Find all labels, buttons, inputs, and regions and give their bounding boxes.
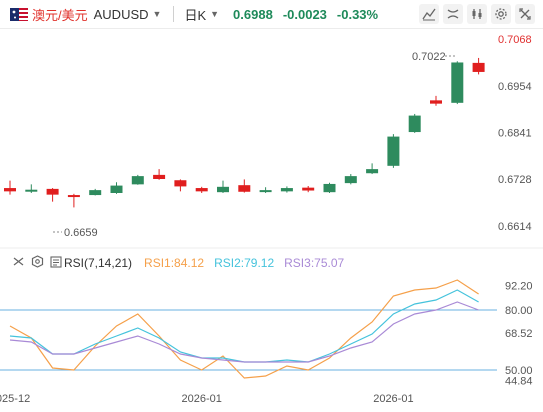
chart-toolbar: 澳元/美元 AUDUSD ▼ 日K ▼ 0.6988 -0.0023 -0.33…: [0, 0, 543, 29]
candle-body: [408, 115, 421, 133]
candle-body: [217, 186, 229, 193]
price-axis-tick: 0.6614: [498, 221, 532, 233]
pair-code[interactable]: AUDUSD: [93, 6, 149, 22]
settings-icon[interactable]: [491, 4, 511, 24]
candle-body: [430, 100, 442, 104]
price-axis-tick: 0.6841: [498, 127, 532, 139]
candlestick-series: [4, 57, 485, 208]
chevron-down-icon[interactable]: ▼: [152, 9, 162, 19]
candle-body: [302, 187, 315, 191]
rsi-axis-tick: 68.52: [505, 328, 533, 340]
rsi-indicator-icon[interactable]: [50, 255, 62, 271]
rsi2-value: RSI2:79.12: [214, 256, 275, 270]
interval-selector[interactable]: 日K: [184, 7, 207, 23]
price-change: -0.0023: [282, 6, 327, 22]
candle-body: [153, 174, 166, 179]
price-change-percent: -0.33%: [336, 6, 379, 22]
rsi-legend: RSI(7,14,21) RSI1:84.12 RSI2:79.12 RSI3:…: [12, 255, 344, 271]
divider: [173, 6, 175, 22]
fullscreen-icon[interactable]: [515, 4, 535, 24]
candle-body: [280, 188, 293, 192]
pair-name[interactable]: 澳元/美元: [32, 7, 88, 23]
candle-body: [25, 189, 38, 192]
candle-body: [451, 62, 464, 103]
rsi-axis-tick: 80.00: [505, 305, 533, 317]
rsi-panel: [0, 279, 497, 379]
rsi-axis-tick: 44.84: [505, 375, 533, 387]
date-axis-tick: 2026-01: [182, 393, 222, 405]
candle-body: [67, 195, 80, 198]
candle-body: [259, 190, 272, 193]
candle-body: [195, 188, 208, 192]
candle-body: [174, 180, 187, 187]
rsi-line-rsi3: [9, 301, 479, 363]
eye-icon[interactable]: [12, 256, 25, 270]
line-chart-icon[interactable]: [419, 4, 439, 24]
rsi1-value: RSI1:84.12: [144, 256, 205, 270]
candle-body: [110, 185, 123, 193]
rsi-line-rsi2: [9, 289, 479, 363]
candle-body: [344, 176, 357, 184]
chevron-down-icon[interactable]: ▼: [210, 9, 220, 19]
y-axis: 0.7068 0.6954 0.6841 0.6728 0.6614 92.20 80.00…: [0, 34, 543, 405]
low-price-label: 0.6659: [64, 227, 98, 239]
rsi-axis-tick: 50.00: [505, 365, 533, 377]
candle-body: [387, 136, 400, 166]
rsi-axis-tick: 92.20: [505, 281, 533, 293]
candle-body: [238, 185, 251, 192]
price-axis-tick: 0.6954: [498, 81, 532, 93]
high-price-label: 0.7022: [412, 51, 446, 63]
drawing-icon[interactable]: [467, 4, 487, 24]
toolbar-icons: [419, 4, 535, 24]
candle-body: [4, 188, 16, 192]
candle-body: [89, 190, 102, 196]
au-us-flag-icon: [10, 7, 28, 21]
rsi-title: RSI(7,14,21): [64, 256, 133, 270]
date-axis-tick: 2026-01: [373, 393, 413, 405]
date-axis-tick: 2025-12: [0, 393, 30, 405]
candle-body: [46, 188, 59, 195]
candle-body: [366, 169, 379, 174]
last-price: 0.6988: [233, 6, 273, 22]
candle-body: [131, 176, 144, 185]
candle-body: [472, 62, 485, 72]
rsi3-value: RSI3:75.07: [284, 256, 345, 270]
indicator-icon[interactable]: [443, 4, 463, 24]
settings-icon[interactable]: [31, 255, 44, 271]
price-axis-tick: 0.6728: [498, 174, 532, 186]
rsi-line-rsi1: [9, 279, 479, 379]
candle-body: [323, 183, 336, 193]
price-axis-tick: 0.7068: [498, 34, 532, 46]
